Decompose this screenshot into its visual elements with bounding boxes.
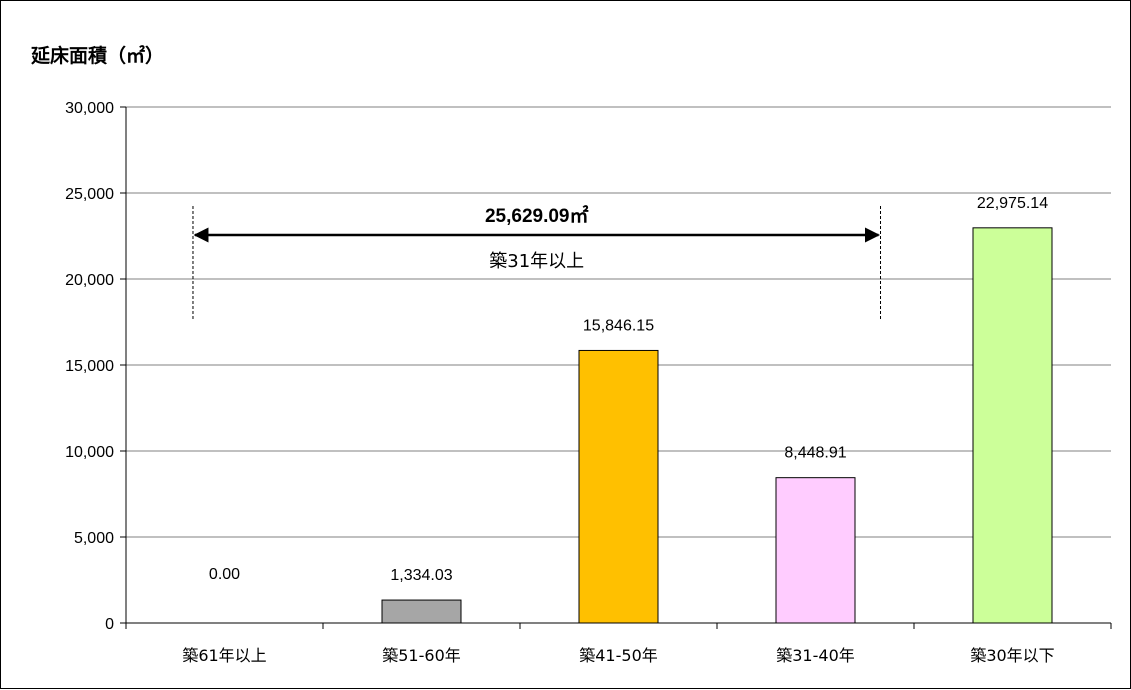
annotation-label: 築31年以上 <box>489 251 584 272</box>
bar-value-label: 0.00 <box>209 566 240 583</box>
category-label: 築41-50年 <box>579 646 658 665</box>
bar-value-label: 1,334.03 <box>390 567 452 584</box>
chart-title: 延床面積（㎡） <box>30 44 164 67</box>
y-tick-label: 15,000 <box>65 358 114 375</box>
category-label: 築30年以下 <box>970 646 1054 665</box>
bar <box>972 227 1053 624</box>
y-tick-label: 25,000 <box>65 186 114 203</box>
bar <box>578 349 659 624</box>
axis-layer: 0 5,000 10,000 15,000 20,000 25,000 30,000 <box>65 100 1112 633</box>
bar-layer <box>381 227 1053 624</box>
bar-value-label: 15,846.15 <box>583 317 654 334</box>
category-label: 築31-40年 <box>776 646 855 665</box>
y-tick-label: 20,000 <box>65 272 114 289</box>
y-tick-label: 30,000 <box>65 100 114 117</box>
bar-value-label: 22,975.14 <box>977 195 1048 212</box>
category-label: 築61年以上 <box>182 646 266 665</box>
bar <box>381 599 462 624</box>
category-label: 築51-60年 <box>382 646 461 665</box>
label-layer: 0.00 築61年以上 1,334.03 築51-60年 15,846.15 築41-50… <box>182 195 1054 665</box>
bar <box>775 477 856 624</box>
y-tick-label: 10,000 <box>65 444 114 461</box>
bar-value-label: 8,448.91 <box>784 445 846 462</box>
annotation-value: 25,629.09㎡ <box>485 204 589 227</box>
y-tick-label: 5,000 <box>74 530 114 547</box>
y-tick-label: 0 <box>105 616 114 633</box>
